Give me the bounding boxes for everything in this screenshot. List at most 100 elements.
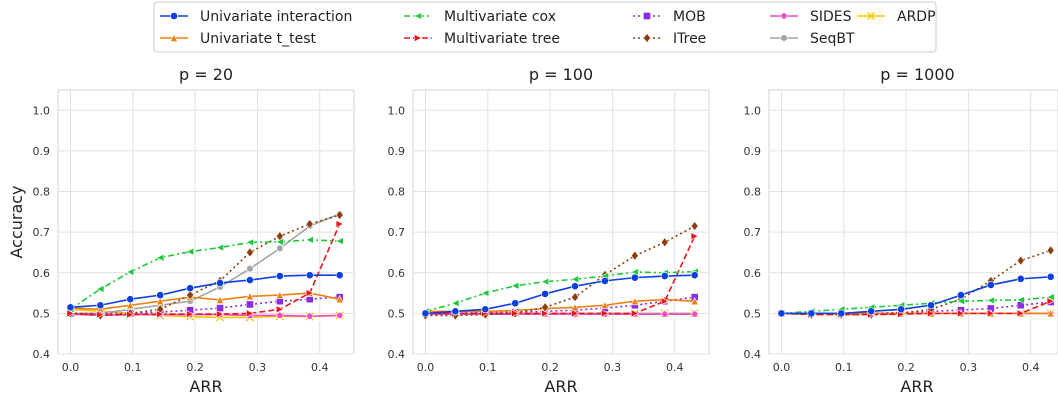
data-point-univariate-t-test: [245, 292, 255, 301]
data-point-multivariate-tree: [601, 309, 610, 318]
data-point-itree: [245, 247, 254, 258]
y-tick-label: 0.9: [33, 145, 51, 158]
x-tick-label: 0.3: [249, 361, 267, 374]
series-line-seqbt: [70, 213, 340, 315]
legend-label: Multivariate cox: [444, 9, 556, 25]
panel-p20: 0.4 0.5 0.6 0.7 0.8 0.9 1.0 0.0 0.1 0.2 0.3 0.4 p = …: [7, 65, 355, 396]
data-point-multivariate-cox: [540, 277, 550, 286]
legend-item-ardp: ARDP: [857, 9, 936, 25]
data-point-multivariate-cox: [215, 243, 224, 252]
x-tick-label: 0.2: [897, 361, 915, 374]
legend-label: MOB: [673, 9, 706, 25]
series-group: [421, 220, 699, 321]
y-tick-label: 0.4: [744, 348, 762, 361]
data-point-multivariate-tree: [986, 309, 996, 318]
data-point-univariate-interaction: [1016, 274, 1025, 283]
y-tick-label: 0.4: [388, 348, 406, 361]
panel-p100: 0.4 0.5 0.6 0.7 0.8 0.9 1.0 0.0 0.1 0.2 0.3 0.4 p = …: [388, 65, 710, 396]
data-point-itree: [630, 250, 639, 261]
legend-label: Univariate interaction: [200, 9, 352, 25]
data-point-univariate-interaction: [421, 309, 430, 318]
series-univariate-interaction: [66, 271, 344, 312]
data-point-seqbt: [246, 264, 254, 273]
y-tick-label: 0.8: [33, 186, 51, 199]
series-line-itree: [425, 225, 696, 317]
data-point-multivariate-cox: [335, 237, 344, 246]
data-point-univariate-interaction: [690, 271, 699, 280]
x-tick-label: 0.4: [311, 361, 329, 374]
data-point-multivariate-tree: [66, 309, 75, 318]
data-point-univariate-interaction: [660, 272, 669, 280]
data-point-univariate-t-test: [215, 295, 225, 304]
data-point-multivariate-tree: [630, 309, 640, 318]
data-point-multivariate-cox: [481, 288, 490, 298]
data-point-univariate-interaction: [216, 279, 224, 287]
y-tick-label: 0.5: [33, 307, 51, 320]
series-line-multivariate-cox: [70, 239, 340, 310]
x-tick-label: 0.4: [666, 361, 684, 374]
data-point-univariate-interaction: [601, 276, 609, 285]
x-tick-label: 0.2: [186, 361, 204, 374]
series-group: [66, 209, 344, 322]
data-point-itree: [335, 210, 344, 221]
series-group: [777, 245, 1055, 320]
data-point-univariate-interaction: [1046, 272, 1055, 281]
x-tick-label: 0.3: [604, 361, 622, 374]
data-point-multivariate-tree: [305, 288, 315, 298]
y-tick-label: 0.6: [744, 267, 762, 280]
data-point-univariate-interaction: [335, 271, 344, 280]
data-point-multivariate-cox: [96, 284, 105, 294]
series-univariate-interaction: [777, 272, 1055, 318]
data-point-univariate-interaction: [807, 309, 816, 318]
y-tick-label: 0.6: [388, 267, 406, 280]
data-point-univariate-interaction: [96, 301, 105, 310]
data-point-multivariate-cox: [1016, 295, 1025, 305]
data-point-univariate-interaction: [957, 291, 965, 300]
x-tick-label: 0.3: [960, 361, 978, 374]
x-tick-label: 0.1: [479, 361, 497, 374]
data-point-itree: [690, 220, 699, 232]
data-point-univariate-interaction: [571, 282, 579, 291]
data-point-multivariate-tree: [660, 297, 670, 306]
data-point-itree: [1016, 255, 1025, 266]
data-point-univariate-interaction: [897, 305, 906, 314]
data-point-sides: [305, 312, 314, 320]
data-point-multivariate-cox: [510, 281, 520, 290]
y-axis-label: Accuracy: [7, 185, 26, 258]
x-tick-label: 0.0: [773, 361, 791, 374]
panel-title: p = 20: [179, 65, 233, 84]
series-multivariate-tree: [66, 219, 344, 319]
data-point-multivariate-cox: [1046, 293, 1055, 302]
panel-title: p = 100: [529, 65, 593, 84]
series-line-multivariate-tree: [70, 223, 341, 316]
data-point-itree: [186, 290, 195, 301]
legend-marker: [643, 32, 651, 44]
data-point-multivariate-cox: [155, 253, 165, 262]
data-point-multivariate-tree: [957, 309, 966, 318]
x-tick-label: 0.1: [835, 361, 853, 374]
data-point-univariate-interaction: [777, 309, 786, 318]
y-tick-label: 0.8: [744, 186, 762, 199]
y-tick-label: 1.0: [744, 104, 762, 117]
data-point-univariate-t-test: [630, 296, 639, 306]
series-line-univariate-interaction: [70, 274, 340, 309]
data-point-sides: [335, 311, 344, 319]
data-point-univariate-t-test: [690, 296, 699, 306]
data-point-multivariate-tree: [156, 310, 165, 319]
data-point-multivariate-cox: [305, 235, 314, 244]
data-point-multivariate-tree: [335, 219, 344, 229]
panel-title: p = 1000: [880, 65, 954, 84]
data-point-itree: [660, 237, 669, 248]
legend-marker: [780, 34, 788, 42]
data-point-univariate-interaction: [837, 309, 846, 318]
legend-label: Univariate t_test: [200, 31, 317, 47]
legend-item-mob: MOB: [633, 9, 706, 25]
legend-marker: [780, 12, 788, 20]
series-line-multivariate-tree: [425, 235, 696, 315]
data-point-seqbt: [276, 244, 284, 253]
x-tick-label: 0.2: [541, 361, 559, 374]
x-axis-label: ARR: [189, 377, 222, 396]
data-point-univariate-interaction: [451, 307, 460, 316]
data-point-univariate-interaction: [481, 305, 490, 314]
data-point-multivariate-tree: [571, 309, 580, 318]
